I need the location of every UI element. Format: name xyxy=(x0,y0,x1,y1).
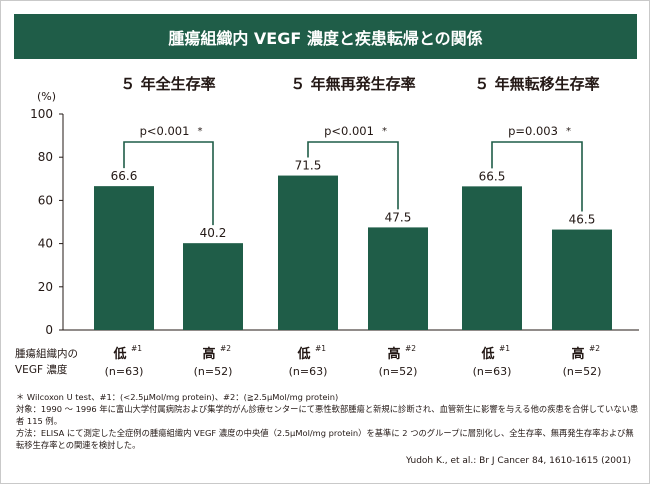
bar-value-label: 71.5 xyxy=(295,159,322,173)
bar-chart: (%) 0 20 40 60 80 100 腫瘍組織内の VEGF 濃度 ５ 年全生存率 66.6 低… xyxy=(15,75,639,378)
sample-size-label: (n=52) xyxy=(563,365,602,378)
category-label: 高 xyxy=(571,346,584,362)
bar xyxy=(278,175,338,330)
sample-size-label: (n=52) xyxy=(379,365,418,378)
category-superscript: #1 xyxy=(131,344,142,353)
y-tick-label: 20 xyxy=(38,280,53,294)
sample-size-label: (n=63) xyxy=(105,365,144,378)
category-superscript: #2 xyxy=(405,344,416,353)
category-superscript: #1 xyxy=(315,344,326,353)
p-value-label: p=0.003 xyxy=(508,124,558,138)
bar-value-label: 46.5 xyxy=(569,213,596,227)
group-title: ５ 年無再発生存率 xyxy=(290,75,415,93)
citation: Yudoh K., et al.: Br J Cancer 84, 1610-1… xyxy=(406,456,631,466)
p-value-mark: * xyxy=(198,126,203,137)
category-superscript: #2 xyxy=(589,344,600,353)
significance-bracket xyxy=(307,141,399,210)
category-superscript: #1 xyxy=(499,344,510,353)
row-label-line1: 腫瘍組織内の xyxy=(15,347,78,360)
y-tick-label: 100 xyxy=(30,107,53,121)
p-value-mark: * xyxy=(382,126,387,137)
y-tick-label: 40 xyxy=(38,237,53,251)
bar-value-label: 40.2 xyxy=(200,226,227,240)
footnotes: ＊ Wilcoxon U test、#1：(<2.5μMol/mg protei… xyxy=(16,391,641,451)
category-label: 高 xyxy=(202,346,215,362)
y-tick-label: 80 xyxy=(38,150,53,164)
footnote-subjects: 対象：1990 ～ 1996 年に富山大学付属病院および集学的がん診療センターに… xyxy=(16,404,639,426)
group-title: ５ 年全生存率 xyxy=(120,75,215,93)
category-label: 低 xyxy=(296,346,310,362)
y-tick-label: 0 xyxy=(45,323,53,337)
bar xyxy=(183,243,243,330)
category-superscript: #2 xyxy=(220,344,231,353)
bar xyxy=(462,186,522,330)
footnote-test: ＊ Wilcoxon U test、#1：(<2.5μMol/mg protei… xyxy=(16,392,339,402)
bar-value-label: 66.6 xyxy=(111,169,138,183)
y-axis-label: (%) xyxy=(37,90,56,103)
significance-bracket xyxy=(491,141,583,212)
bar-value-label: 66.5 xyxy=(479,169,506,183)
bar xyxy=(94,186,154,330)
significance-bracket xyxy=(123,141,214,226)
bar xyxy=(368,227,428,330)
row-label-line2: VEGF 濃度 xyxy=(15,363,68,376)
sample-size-label: (n=63) xyxy=(289,365,328,378)
footnote-method: 方法：ELISA にて測定した全症例の腫瘍組織内 VEGF 濃度の中央値（2.5… xyxy=(16,428,634,450)
p-value-label: p<0.001 xyxy=(140,124,190,138)
bar xyxy=(552,229,612,330)
bar-value-label: 47.5 xyxy=(385,210,412,224)
group-title: ５ 年無転移生存率 xyxy=(474,75,599,93)
p-value-mark: * xyxy=(566,126,571,137)
p-value-label: p<0.001 xyxy=(324,124,374,138)
figure-title: 腫瘍組織内 VEGF 濃度と疾患転帰との関係 xyxy=(14,14,637,59)
sample-size-label: (n=52) xyxy=(194,365,233,378)
category-label: 低 xyxy=(112,346,126,362)
sample-size-label: (n=63) xyxy=(473,365,512,378)
y-tick-label: 60 xyxy=(38,193,53,207)
category-label: 低 xyxy=(480,346,494,362)
category-label: 高 xyxy=(387,346,400,362)
